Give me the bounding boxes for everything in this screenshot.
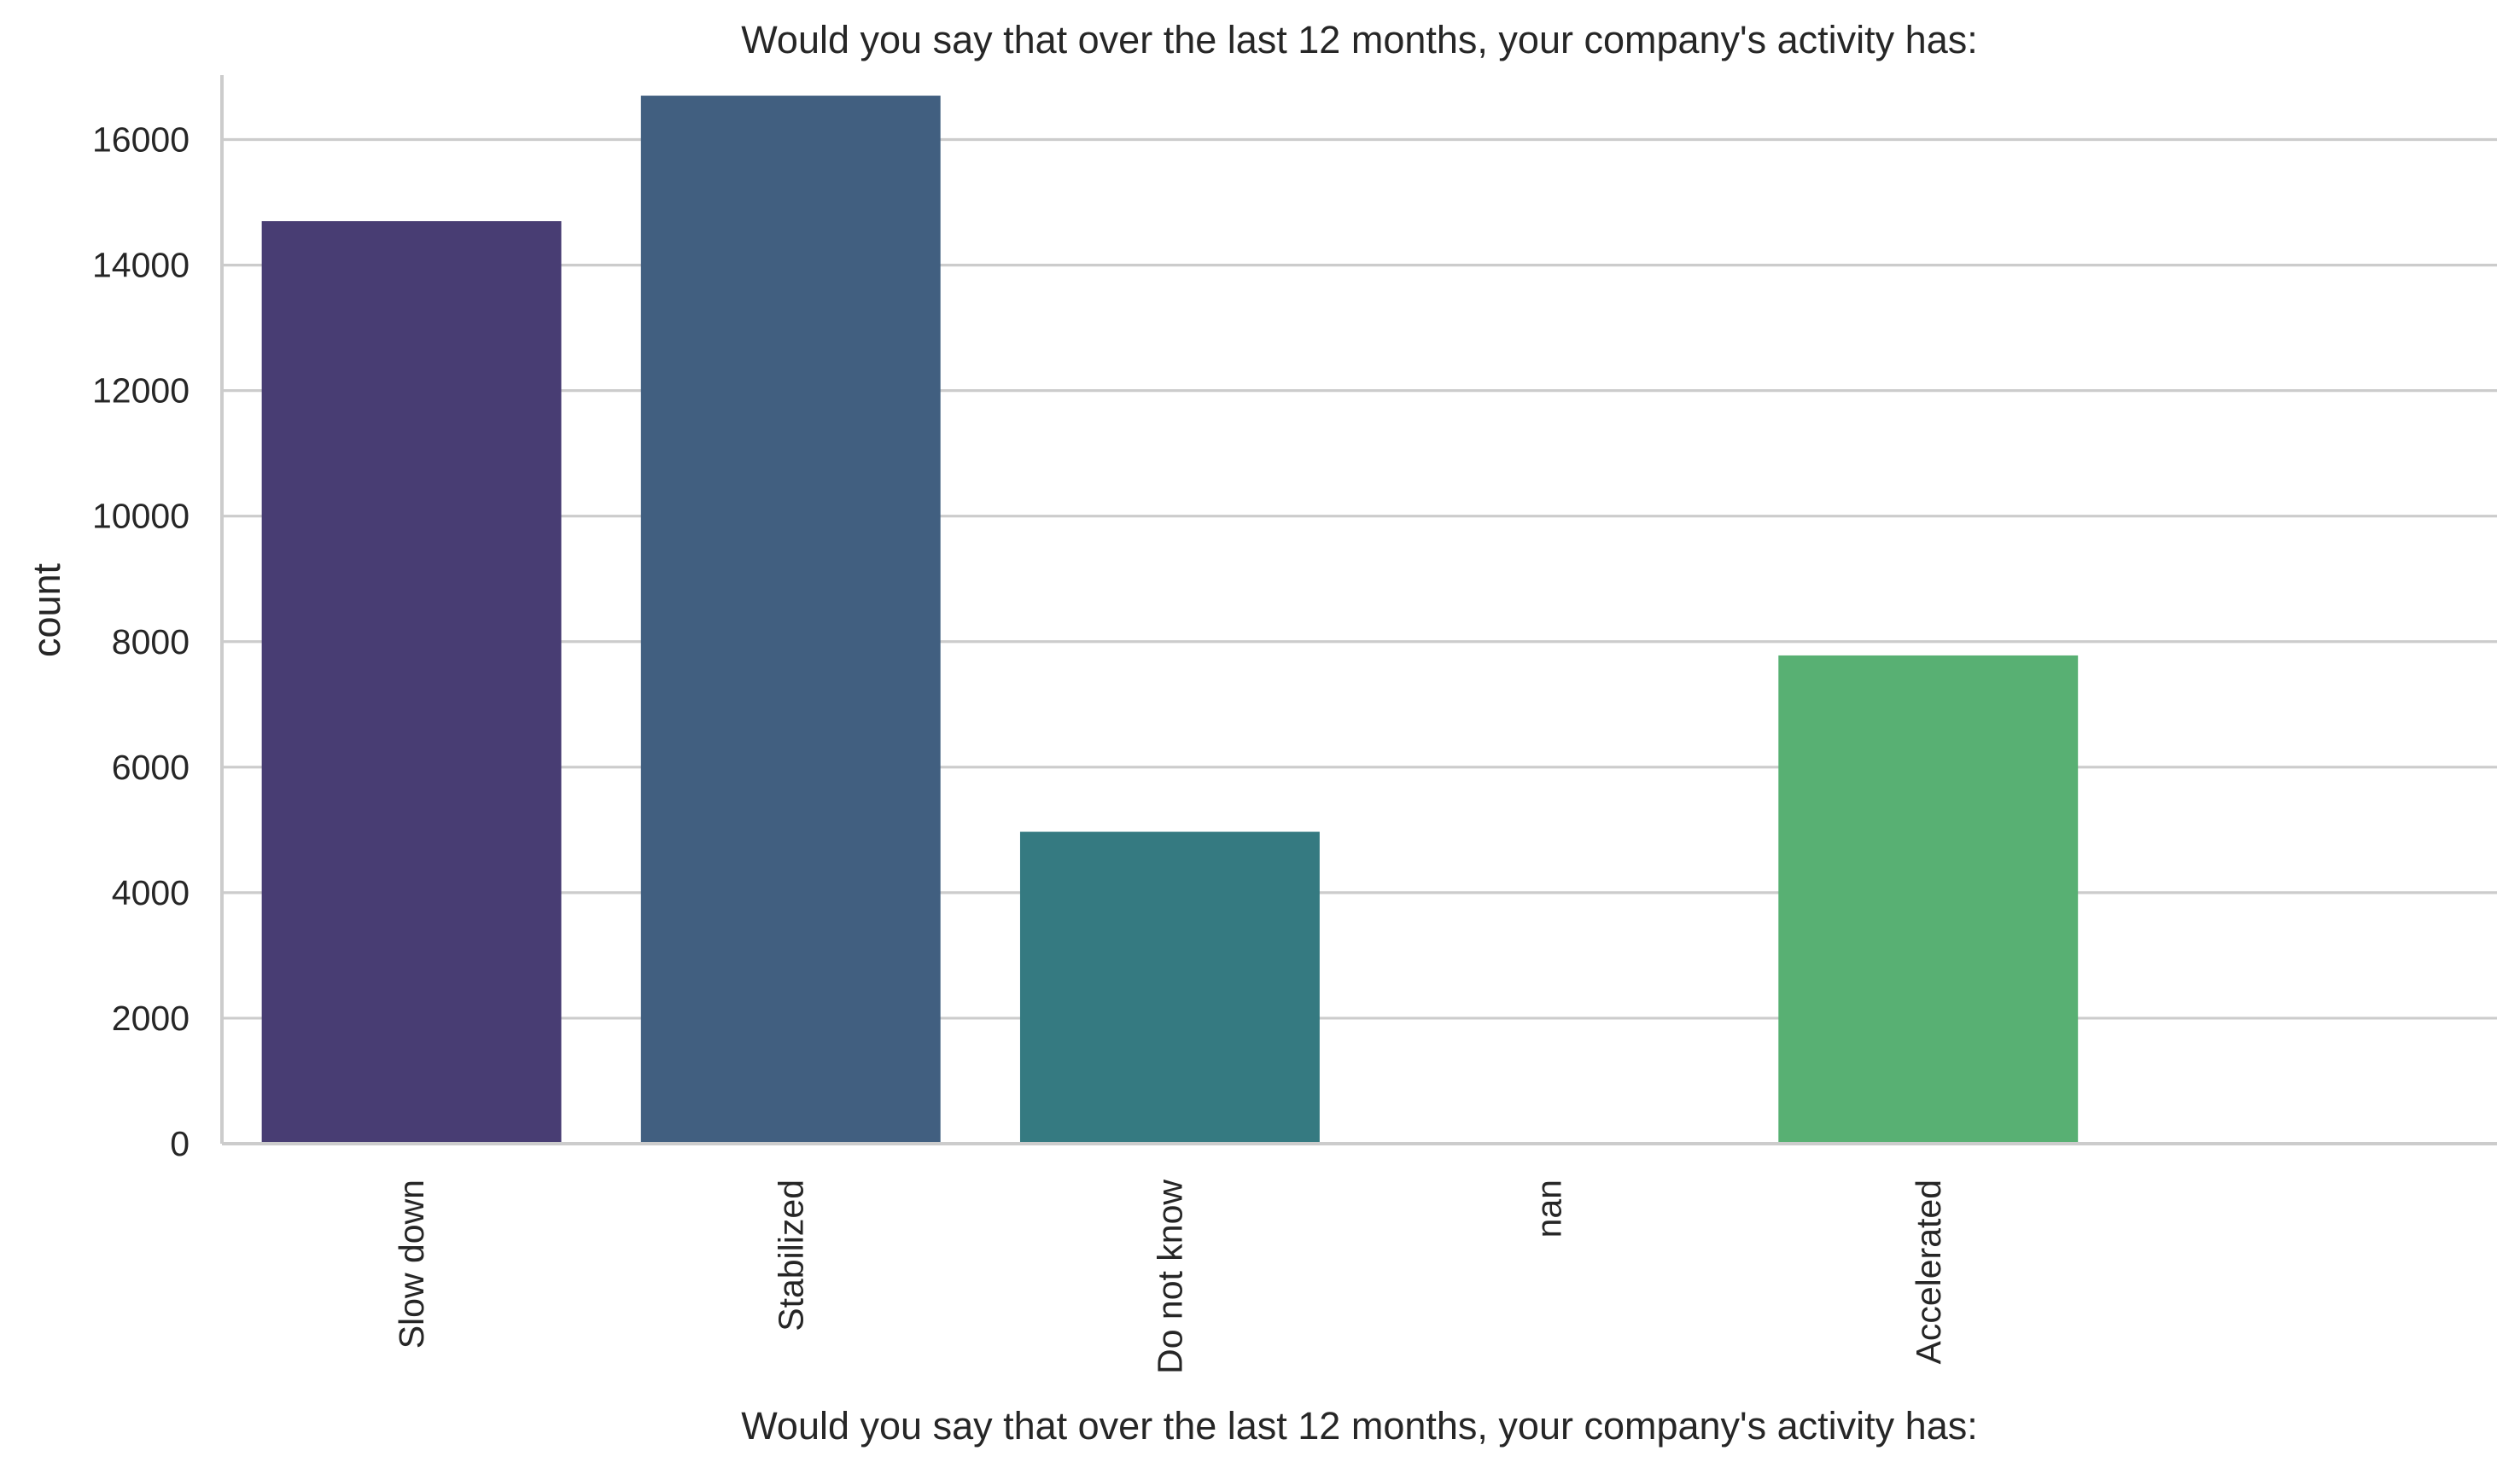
- y-tick-label: 4000: [112, 873, 190, 912]
- bars: [261, 96, 2079, 1144]
- x-tick-label: Accelerated: [1909, 1180, 1948, 1365]
- y-tick-label: 6000: [112, 748, 190, 787]
- chart-title: Would you say that over the last 12 mont…: [741, 18, 1977, 61]
- grid-lines: [222, 137, 2497, 1145]
- y-tick-label: 12000: [92, 371, 190, 411]
- x-tick-label: Stabilized: [771, 1180, 810, 1331]
- x-tick-labels: Slow down Stabilized Do not know nan Acceler…: [392, 1180, 1948, 1374]
- x-tick-label: Slow down: [392, 1180, 431, 1349]
- x-axis-title: Would you say that over the last 12 mont…: [741, 1404, 1977, 1448]
- y-tick-labels: 0 2000 4000 6000 8000 10000 12000 14000 16000: [92, 120, 190, 1163]
- x-tick-label: Do not know: [1150, 1180, 1189, 1374]
- y-tick-label: 16000: [92, 120, 190, 160]
- y-tick-label: 0: [170, 1124, 190, 1163]
- y-tick-label: 10000: [92, 497, 190, 536]
- y-tick-label: 14000: [92, 246, 190, 285]
- x-tick-label: nan: [1530, 1180, 1569, 1238]
- y-axis-title: count: [25, 562, 68, 657]
- axes: [220, 75, 2497, 1145]
- y-tick-label: 8000: [112, 622, 190, 661]
- bar-stabilized: [640, 96, 941, 1144]
- bar-slow-down: [261, 221, 562, 1144]
- y-tick-label: 2000: [112, 999, 190, 1038]
- bar-accelerated: [1778, 655, 2079, 1144]
- bar-do-not-know: [1019, 831, 1320, 1144]
